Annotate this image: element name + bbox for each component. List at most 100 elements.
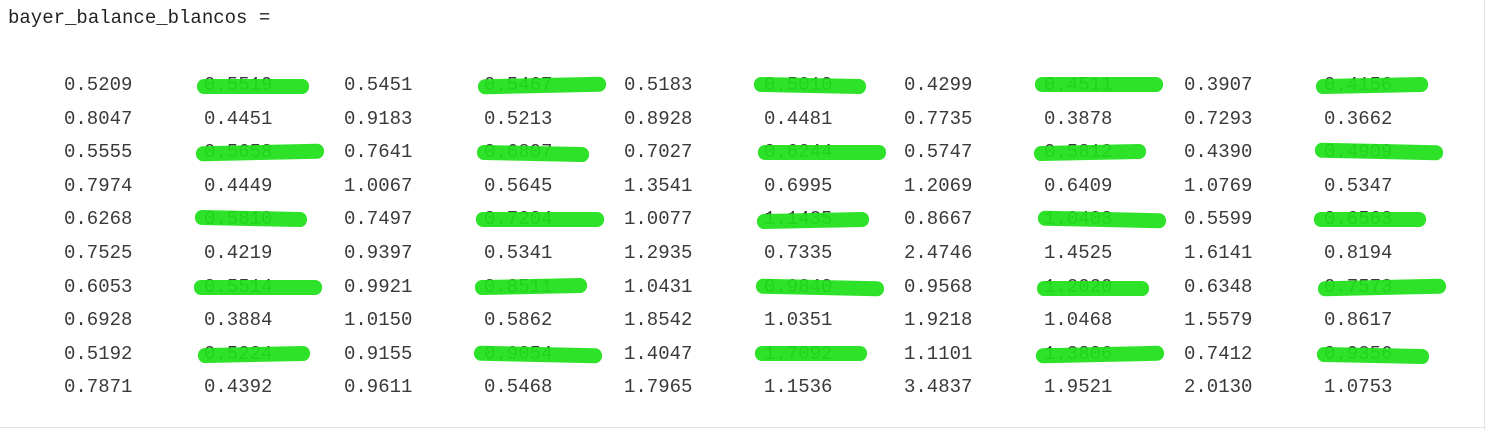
highlight-marker xyxy=(1317,278,1447,296)
matrix-cell: 0.5213 xyxy=(484,107,604,131)
matrix-value: 0.9155 xyxy=(344,342,413,365)
matrix-cell: 1.1435 xyxy=(756,207,884,231)
matrix-cell: 0.8667 xyxy=(904,207,1024,231)
matrix-value: 1.0769 xyxy=(1184,174,1253,197)
matrix-value: 0.7335 xyxy=(764,242,833,264)
matrix-value: 0.6995 xyxy=(764,174,833,197)
panel-bottom-border xyxy=(0,427,1486,428)
variable-name-line: bayer_balance_blancos = xyxy=(8,7,271,29)
matrix-cell: 0.3907 xyxy=(1184,73,1304,97)
matrix-cell: 0.6409 xyxy=(1044,174,1164,198)
matrix-cell: 0.3878 xyxy=(1044,107,1164,131)
matrix-cell: 2.4746 xyxy=(904,241,1024,265)
matrix-cell: 0.7412 xyxy=(1184,342,1304,366)
matrix-value: 0.9568 xyxy=(904,275,973,298)
matrix-cell: 1.5579 xyxy=(1184,308,1304,332)
matrix-cell: 0.9356 xyxy=(1316,342,1444,366)
matrix-value: 1.0067 xyxy=(344,174,413,197)
matrix-cell: 0.5451 xyxy=(344,73,464,97)
highlight-marker xyxy=(755,278,885,296)
matrix-cell: 1.0468 xyxy=(1044,308,1164,332)
matrix-cell: 0.5183 xyxy=(624,73,744,97)
matrix-cell: 0.5347 xyxy=(1324,174,1444,198)
matrix-cell: 0.8617 xyxy=(1324,308,1444,332)
matrix-value: 1.0077 xyxy=(624,208,693,231)
matrix-value: 0.8617 xyxy=(1324,309,1393,332)
matrix-value: 1.9521 xyxy=(1044,376,1113,399)
matrix-value: 0.9611 xyxy=(344,376,413,399)
highlight-marker xyxy=(473,345,603,364)
matrix-cell: 1.4047 xyxy=(624,342,744,366)
matrix-cell: 0.8511 xyxy=(474,275,604,299)
matrix-value: 1.3541 xyxy=(624,174,693,197)
matrix-value: 0.4219 xyxy=(204,242,273,264)
matrix-value: 0.7871 xyxy=(64,376,133,399)
matrix-cell: 0.9611 xyxy=(344,375,464,399)
highlight-marker xyxy=(1315,76,1429,95)
matrix-cell: 0.7573 xyxy=(1317,275,1447,299)
matrix-cell: 0.7735 xyxy=(904,107,1024,131)
matrix-value: 0.3878 xyxy=(1044,107,1113,130)
matrix-value: 0.3907 xyxy=(1184,74,1253,96)
matrix-value: 1.0468 xyxy=(1044,309,1113,332)
highlight-marker xyxy=(197,79,309,94)
highlight-marker xyxy=(1037,211,1167,229)
panel-right-border xyxy=(1484,0,1485,430)
matrix-value: 0.5213 xyxy=(484,107,553,130)
matrix-cell: 1.0753 xyxy=(1324,375,1444,399)
matrix-cell: 0.6348 xyxy=(1184,275,1304,299)
matrix-value: 0.9921 xyxy=(344,275,413,298)
matrix-value: 2.0130 xyxy=(1184,376,1253,399)
matrix-value: 0.8667 xyxy=(904,208,973,231)
highlight-marker xyxy=(753,76,867,95)
highlight-marker xyxy=(755,345,867,361)
matrix-cell: 1.2069 xyxy=(904,174,1024,198)
matrix-value: 0.5451 xyxy=(344,74,413,96)
matrix-value: 0.7525 xyxy=(64,242,133,264)
matrix-value: 3.4837 xyxy=(904,376,973,399)
matrix-value: 0.6268 xyxy=(64,208,133,231)
matrix-cell: 1.9521 xyxy=(1044,375,1164,399)
matrix-value: 0.7497 xyxy=(344,208,413,231)
matrix-cell: 1.7092 xyxy=(755,342,884,366)
matrix-value: 0.4481 xyxy=(764,107,833,130)
matrix-value: 0.7641 xyxy=(344,141,413,164)
highlight-marker xyxy=(1037,280,1149,296)
matrix-value: 0.5862 xyxy=(484,309,553,332)
matrix-cell: 0.8047 xyxy=(64,107,184,131)
matrix-value: 0.5341 xyxy=(484,242,553,264)
matrix-cell: 1.3806 xyxy=(1035,342,1165,366)
matrix-cell: 0.5658 xyxy=(195,140,325,164)
matrix-value: 1.4525 xyxy=(1044,242,1113,264)
matrix-value: 0.4451 xyxy=(204,107,273,130)
matrix-cell: 0.5810 xyxy=(194,207,324,231)
matrix-cell: 0.5555 xyxy=(64,140,184,164)
highlight-marker xyxy=(1035,77,1163,92)
matrix-cell: 0.4449 xyxy=(204,174,324,198)
matrix-value: 0.9183 xyxy=(344,107,413,130)
matrix-cell: 0.5209 xyxy=(64,73,184,97)
highlight-marker xyxy=(1314,212,1426,228)
matrix-cell: 1.1536 xyxy=(764,375,884,399)
matrix-value: 0.5468 xyxy=(484,376,553,399)
matrix-cell: 0.4390 xyxy=(1184,140,1304,164)
matrix-cell: 1.2020 xyxy=(1037,275,1164,299)
matrix-cell: 1.7965 xyxy=(624,375,744,399)
highlight-marker xyxy=(1316,346,1430,364)
matrix-cell: 0.6563 xyxy=(1314,207,1444,231)
matrix-value: 0.7027 xyxy=(624,141,693,164)
highlight-marker xyxy=(758,145,886,161)
highlight-marker xyxy=(474,277,588,295)
matrix-cell: 3.4837 xyxy=(904,375,1024,399)
matrix-cell: 1.9218 xyxy=(904,308,1024,332)
matrix-value: 1.7965 xyxy=(624,376,693,399)
matrix-value: 0.5192 xyxy=(64,342,133,365)
matrix-cell: 0.7204 xyxy=(476,207,604,231)
matrix-value: 0.5747 xyxy=(904,141,973,164)
matrix-cell: 0.5468 xyxy=(484,375,604,399)
matrix-value: 1.1536 xyxy=(764,376,833,399)
matrix-cell: 0.9054 xyxy=(473,342,604,366)
matrix-value: 1.0431 xyxy=(624,275,693,298)
matrix-cell: 0.5341 xyxy=(484,241,604,265)
